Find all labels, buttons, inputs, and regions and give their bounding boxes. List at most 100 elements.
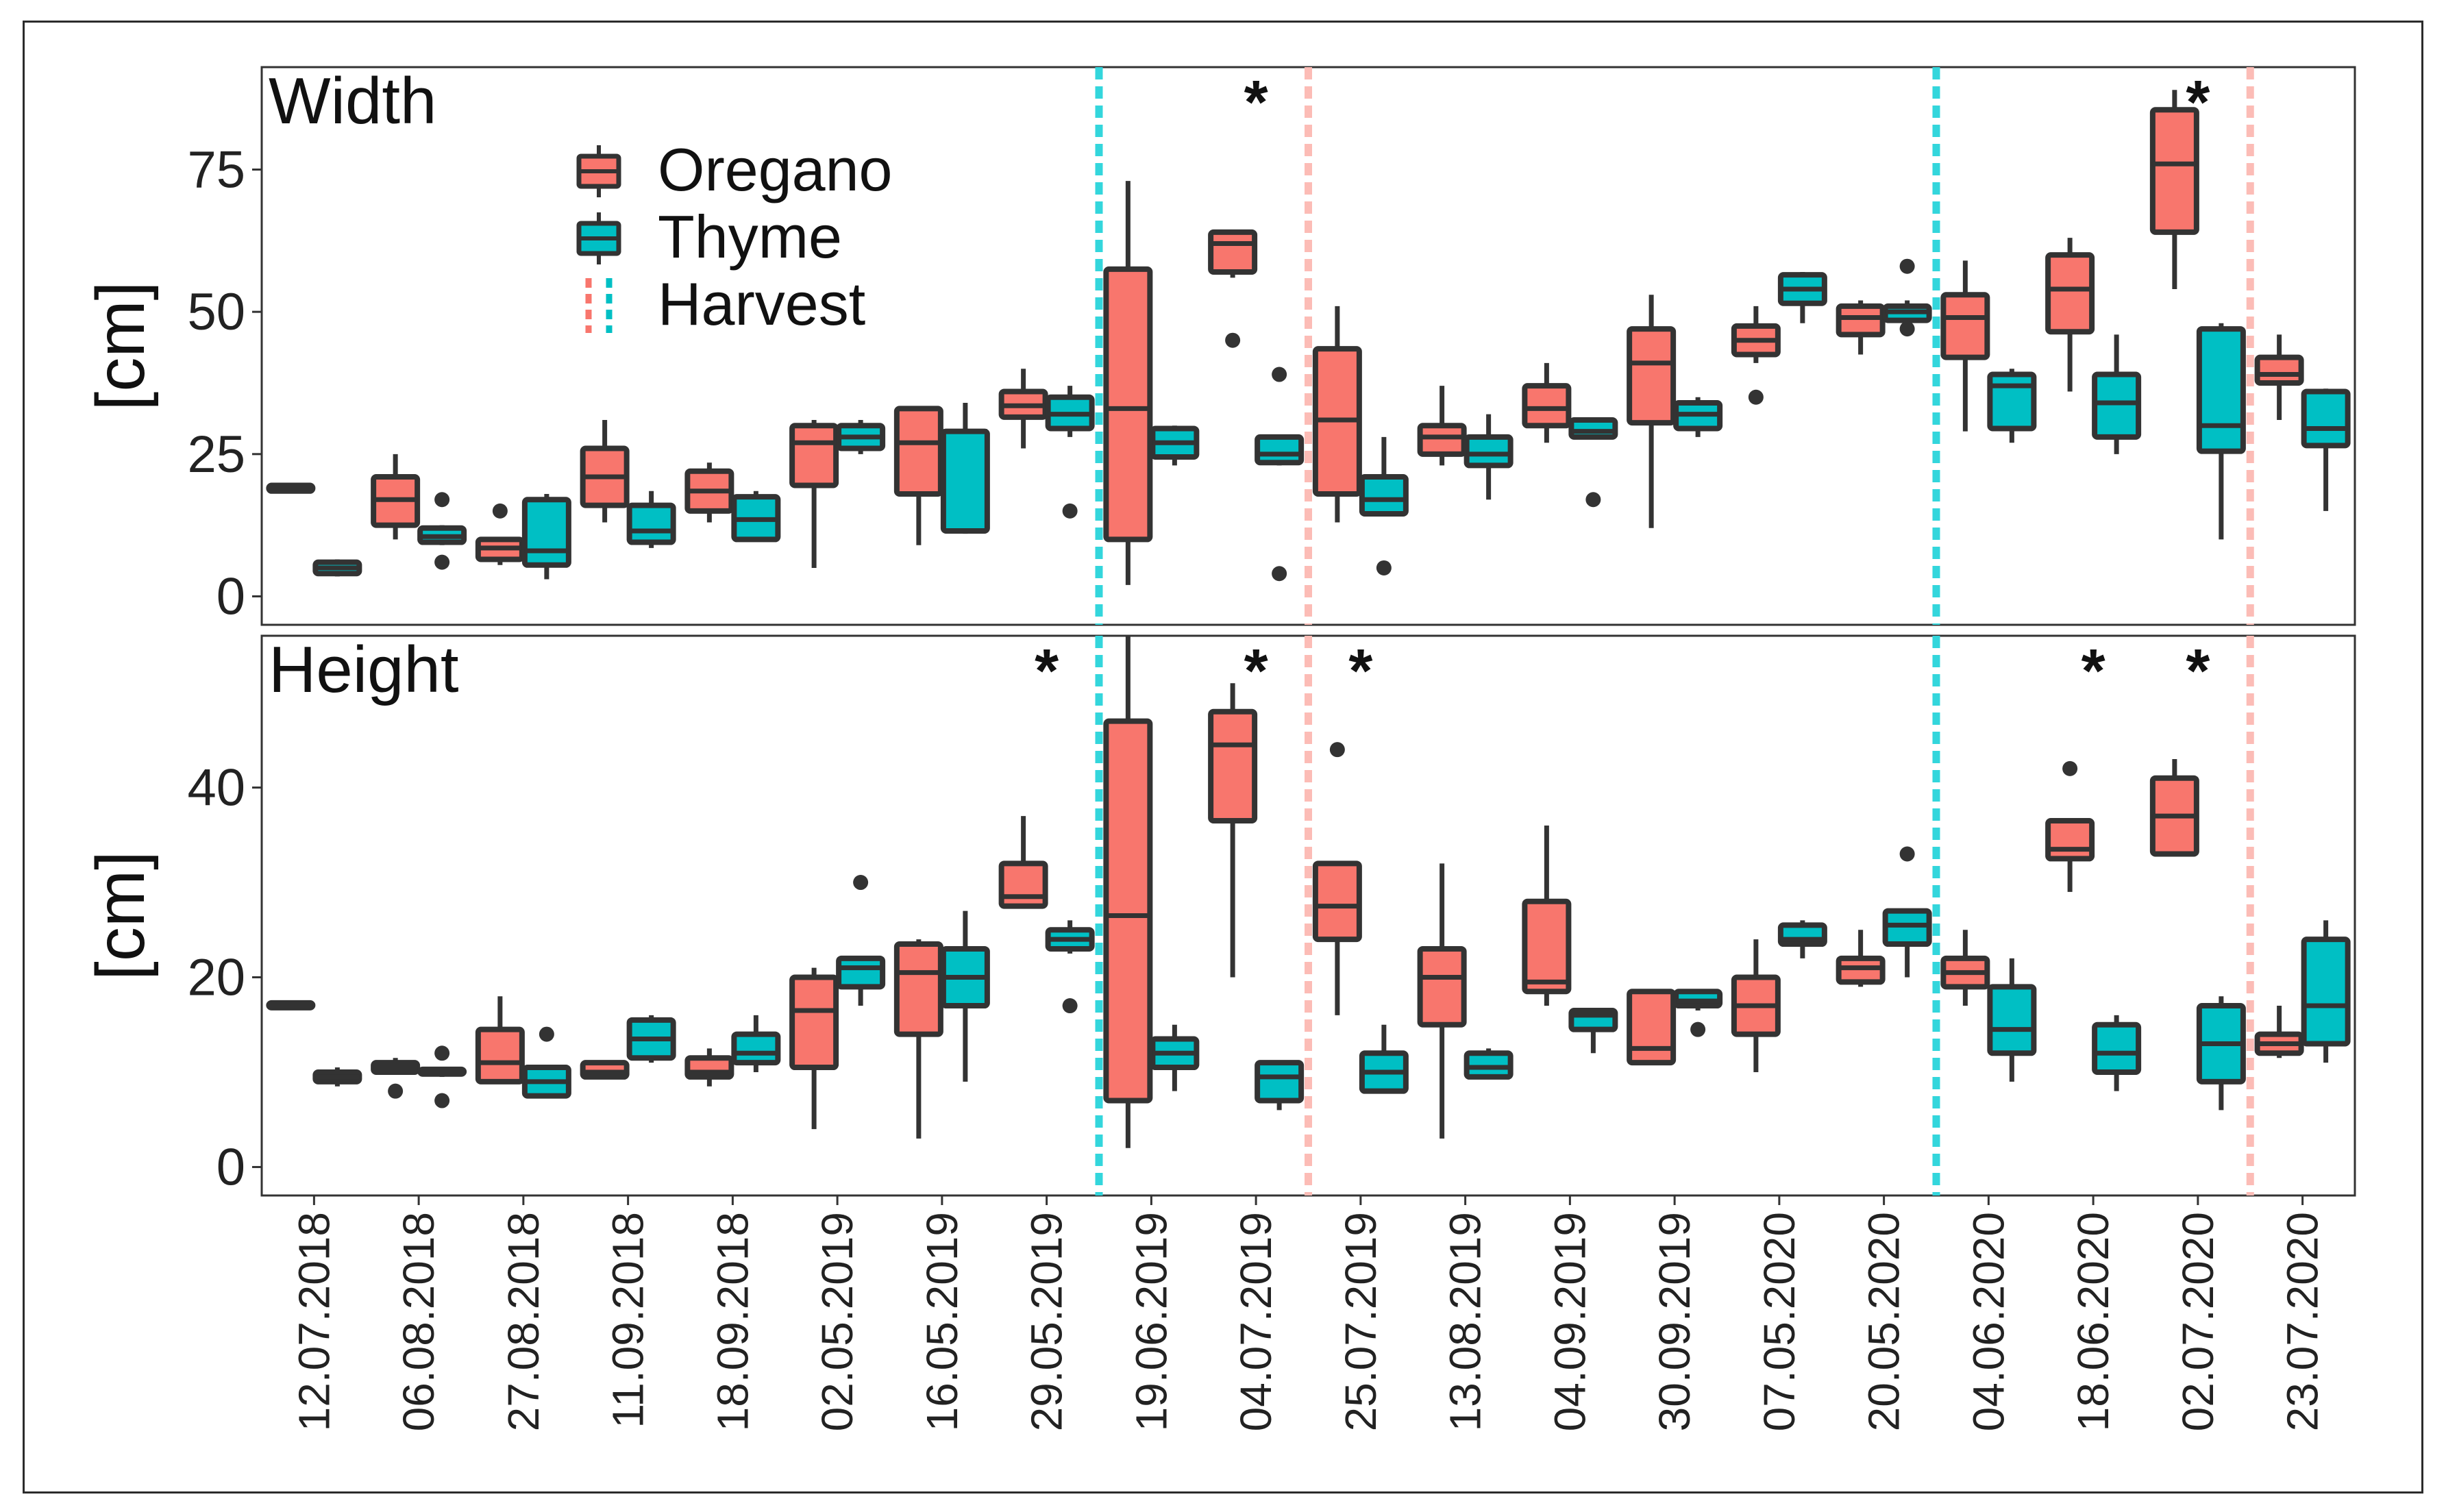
box-body (2045, 252, 2095, 335)
outlier-point (1899, 258, 1915, 274)
x-tick-label: 04.07.2019 (1231, 1212, 1281, 1431)
significance-marker: * (2081, 637, 2105, 706)
box-thyme (940, 910, 990, 1082)
panel-title: Width (269, 64, 436, 138)
outlier-point (434, 492, 450, 508)
box-body (1103, 266, 1153, 543)
panel-height: 0 20 40 [cm] Height * * * * * (82, 633, 2356, 1197)
y-tick-label: 20 (187, 949, 245, 1007)
box-body (893, 941, 943, 1037)
box-body (2254, 354, 2304, 386)
legend-item-oregano: Oregano (576, 136, 892, 203)
box-body (1255, 434, 1305, 466)
box-oregano (998, 816, 1048, 909)
y-tick-label: 25 (187, 425, 245, 484)
box-thyme (1463, 414, 1514, 500)
box-thyme (1045, 920, 1095, 1014)
box-thyme (2092, 1015, 2142, 1091)
box-oregano (2045, 238, 2095, 392)
box-thyme (2196, 323, 2246, 540)
box-oregano (1627, 295, 1677, 528)
box-thyme (312, 559, 362, 577)
box-oregano (1208, 683, 1258, 978)
outlier-point (2062, 760, 2078, 776)
box-thyme (1568, 1007, 1618, 1054)
box-oregano (475, 996, 525, 1085)
box-body (1627, 989, 1677, 1066)
box-thyme (1045, 386, 1095, 519)
outlier-point (1329, 742, 1345, 758)
box-oregano (1103, 181, 1153, 585)
box-thyme (731, 491, 781, 543)
box-body (789, 974, 839, 1071)
significance-marker: * (2186, 637, 2210, 706)
box-body (2149, 107, 2199, 235)
box-oregano (580, 1060, 630, 1080)
box-oregano (2254, 334, 2304, 420)
x-tick-label: 30.09.2019 (1650, 1212, 1699, 1431)
box-body (2092, 1021, 2142, 1075)
x-tick-label: 25.07.2019 (1336, 1212, 1385, 1431)
x-tick-label: 18.06.2020 (2068, 1212, 2118, 1431)
box-oregano (1312, 742, 1362, 1015)
outlier-point (1748, 389, 1764, 405)
outlier-point (434, 554, 450, 570)
x-tick-label: 29.05.2019 (1022, 1212, 1072, 1431)
box-oregano (998, 369, 1048, 449)
outlier-point (853, 875, 869, 891)
box-thyme (1673, 989, 1723, 1037)
x-tick-label: 11.09.2018 (604, 1212, 653, 1428)
box-thyme (521, 493, 571, 580)
legend-label: Oregano (658, 136, 892, 203)
box-oregano (893, 406, 943, 545)
outlier-point (388, 1083, 404, 1099)
box-body (626, 502, 676, 545)
x-tick-label: 23.07.2020 (2278, 1212, 2327, 1431)
box-body (940, 428, 990, 534)
box-oregano (2149, 759, 2199, 857)
box-body (2301, 937, 2351, 1047)
box-body (1208, 708, 1258, 824)
box-thyme (626, 1015, 676, 1063)
outlier-point (1899, 846, 1915, 862)
box-thyme (417, 1045, 467, 1108)
box-thyme (1882, 258, 1932, 337)
box-body (998, 860, 1048, 909)
x-tick-label: 18.09.2018 (708, 1212, 757, 1431)
x-tick-label: 19.06.2019 (1126, 1212, 1176, 1431)
outlier-point (1272, 566, 1287, 582)
box-thyme (2196, 996, 2246, 1111)
box-oregano (1731, 306, 1781, 405)
outlier-point (1062, 998, 1078, 1014)
box-oregano (1208, 229, 1258, 348)
significance-marker: * (2186, 69, 2210, 137)
box-body (2196, 326, 2246, 454)
outlier-point (1690, 1021, 1706, 1037)
legend-label: Harvest (658, 270, 865, 338)
box-thyme (1150, 1024, 1200, 1091)
outlier-point (1376, 560, 1392, 575)
box-oregano (1731, 939, 1781, 1072)
box-thyme (1359, 1024, 1409, 1094)
significance-marker: * (1035, 637, 1059, 706)
box-oregano (1836, 930, 1886, 987)
box-oregano (475, 503, 525, 565)
box-thyme (1463, 1048, 1514, 1080)
box-body (836, 955, 886, 990)
box-body (1522, 383, 1572, 429)
legend-item-harvest: Harvest (585, 270, 865, 338)
x-tick-label: 27.08.2018 (499, 1212, 548, 1431)
box-thyme (1777, 272, 1827, 323)
box-oregano (684, 462, 734, 523)
box-oregano (580, 419, 630, 523)
box-thyme (2092, 334, 2142, 454)
box-thyme (1359, 436, 1409, 575)
box-body (521, 497, 571, 568)
box-oregano (2149, 90, 2199, 289)
box-thyme (312, 1067, 362, 1087)
box-body (1312, 860, 1362, 943)
box-body (1940, 292, 1990, 360)
box-oregano (789, 419, 839, 568)
box-body (893, 406, 943, 497)
